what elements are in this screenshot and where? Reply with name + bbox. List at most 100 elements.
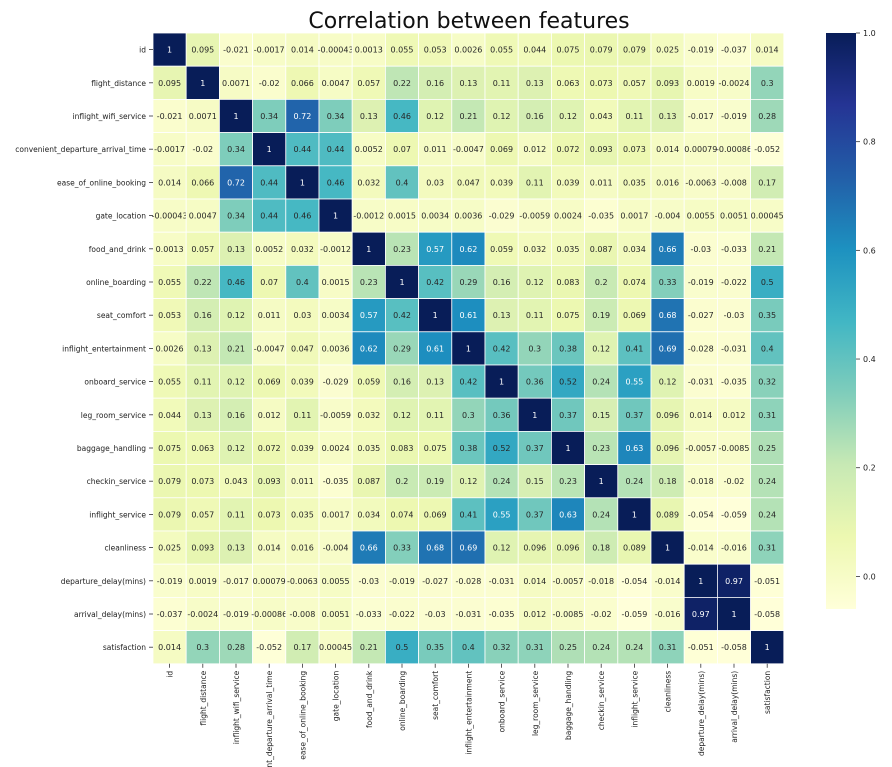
heatmap-cell — [584, 264, 619, 299]
heatmap-cell — [484, 99, 519, 134]
heatmap-cell — [185, 99, 220, 134]
heatmap-cell — [418, 132, 453, 167]
colorbar-tick-label: 0.0 — [863, 572, 876, 581]
heatmap-cell-value: 0.13 — [659, 112, 677, 121]
heatmap-cell-value: 0.11 — [493, 79, 511, 88]
heatmap-cell — [152, 65, 187, 100]
heatmap-cell — [650, 364, 685, 399]
heatmap-cell-value: 0.039 — [291, 444, 314, 453]
heatmap-cell-value: 0.35 — [758, 311, 776, 320]
heatmap-cell — [717, 563, 752, 598]
heatmap-cell — [384, 331, 419, 366]
colorbar-gradient — [826, 33, 856, 609]
y-tick-label: baggage_handling — [77, 444, 146, 453]
heatmap-cell-value: 1 — [599, 477, 604, 486]
y-tick-label: gate_location — [96, 212, 147, 221]
heatmap-cell — [617, 132, 652, 167]
heatmap-cell-value: 0.13 — [493, 311, 511, 320]
heatmap-cell-value: 0.34 — [227, 212, 245, 221]
heatmap-cell-value: 0.28 — [758, 112, 776, 121]
heatmap-cell-value: 0.16 — [493, 278, 511, 287]
heatmap-cell-value: 0.032 — [357, 178, 380, 187]
heatmap-cell — [451, 597, 486, 632]
y-tick-label: checkin_service — [87, 477, 147, 486]
heatmap-cell — [617, 231, 652, 266]
y-tick-label: ease_of_online_booking — [57, 178, 146, 187]
heatmap-cell-value: 0.11 — [625, 112, 643, 121]
heatmap-cell — [750, 497, 785, 532]
heatmap-cell-value: -0.00043 — [318, 46, 354, 55]
heatmap-cell — [451, 99, 486, 134]
heatmap-cell-value: 0.057 — [191, 510, 214, 519]
heatmap-cell — [551, 530, 586, 565]
heatmap-cell — [252, 563, 287, 598]
heatmap-cell-value: 0.11 — [526, 178, 544, 187]
colorbar-tick-label: 0.6 — [863, 246, 876, 255]
heatmap-cell — [318, 364, 353, 399]
heatmap-cell-value: 0.2 — [595, 278, 608, 287]
heatmap-cell-value: 0.069 — [424, 510, 447, 519]
heatmap-cell-value: 0.25 — [559, 643, 577, 652]
heatmap-cell-value: -0.051 — [688, 643, 714, 652]
heatmap-cell-value: -0.0047 — [453, 145, 484, 154]
heatmap-cell-value: 0.32 — [493, 643, 511, 652]
y-tick-label: flight_distance — [91, 79, 146, 88]
heatmap-cell — [318, 231, 353, 266]
x-tick-label: food_and_drink — [365, 670, 374, 728]
heatmap-cell-value: 0.22 — [393, 79, 411, 88]
x-tick-label: inflight_service — [630, 670, 639, 727]
heatmap-cell-value: 0.057 — [623, 79, 646, 88]
heatmap-cell — [285, 464, 320, 499]
heatmap-cell — [418, 198, 453, 233]
heatmap-cell-value: 0.0055 — [687, 212, 715, 221]
heatmap-cells: 1 0.095 -0.021 -0.0017 0.014 -0.00043 0.0013 0.… — [152, 32, 785, 665]
heatmap-cell-value: 0.0047 — [322, 79, 350, 88]
heatmap-cell-value: 0.12 — [526, 278, 544, 287]
heatmap-cell-value: 0.0026 — [454, 46, 482, 55]
heatmap-cell-value: 0.011 — [590, 178, 613, 187]
heatmap-cell — [484, 464, 519, 499]
x-tick-label: satisfaction — [763, 671, 772, 714]
heatmap-cell-value: -0.004 — [655, 212, 681, 221]
heatmap-cell-value: 0.24 — [625, 643, 643, 652]
heatmap-cell — [484, 331, 519, 366]
heatmap-cell-value: 0.57 — [360, 311, 378, 320]
heatmap-cell — [584, 32, 619, 67]
heatmap-cell-value: 0.41 — [625, 344, 643, 353]
heatmap-cell-value: 0.24 — [758, 477, 776, 486]
heatmap-cell — [517, 65, 552, 100]
heatmap-cell — [418, 165, 453, 200]
heatmap-cell-value: 0.014 — [291, 46, 314, 55]
y-tick-label: satisfaction — [103, 643, 146, 652]
heatmap-cell-value: 0.3 — [462, 411, 475, 420]
heatmap-cell-value: -0.019 — [223, 610, 249, 619]
heatmap-cell — [152, 397, 187, 432]
heatmap-cell — [683, 132, 718, 167]
heatmap-cell — [717, 430, 752, 465]
heatmap-cell-value: 0.096 — [656, 444, 679, 453]
heatmap-cell-value: 0.032 — [357, 411, 380, 420]
heatmap-cell — [650, 298, 685, 333]
heatmap-cell — [285, 597, 320, 632]
heatmap-cell — [750, 597, 785, 632]
heatmap-cell-value: 0.12 — [227, 311, 245, 320]
heatmap-cell — [683, 65, 718, 100]
heatmap-cell-value: 0.087 — [357, 477, 380, 486]
heatmap-cell — [285, 231, 320, 266]
heatmap-cell-value: 0.075 — [424, 444, 447, 453]
colorbar-tick-label: 0.4 — [863, 355, 876, 364]
heatmap-cell-value: -0.029 — [489, 212, 515, 221]
heatmap-cell-value: 0.13 — [426, 378, 444, 387]
heatmap-cell-value: -0.0059 — [519, 212, 550, 221]
heatmap-cell-value: 0.34 — [327, 112, 345, 121]
heatmap-cell — [218, 464, 253, 499]
heatmap-cell — [318, 530, 353, 565]
heatmap-cell-value: 0.16 — [426, 79, 444, 88]
heatmap-cell-value: -0.02 — [724, 477, 745, 486]
x-tick-label: convenient_departure_arrival_time — [265, 670, 274, 767]
y-tick-label: inflight_service — [89, 510, 146, 519]
heatmap-cell — [285, 364, 320, 399]
heatmap-cell-value: 0.18 — [592, 544, 610, 553]
heatmap-cell — [617, 165, 652, 200]
heatmap-cell — [517, 231, 552, 266]
